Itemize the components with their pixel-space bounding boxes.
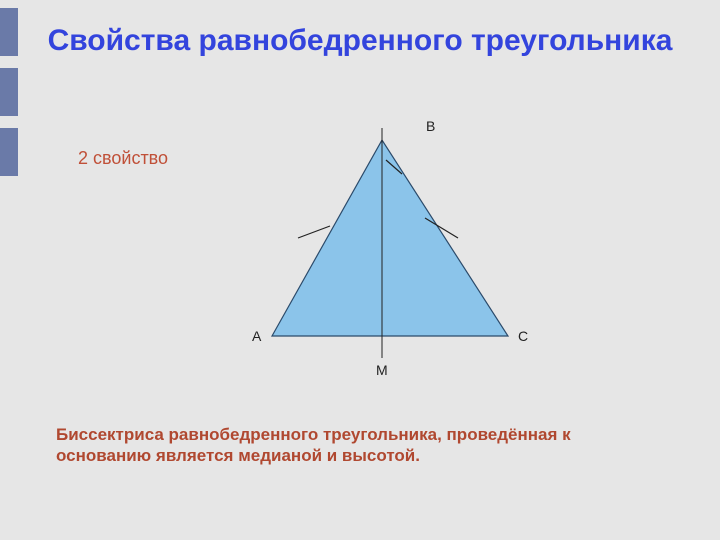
vertex-label-m: M: [376, 362, 388, 378]
triangle-diagram: A B C M: [230, 118, 550, 388]
vertex-label-a: A: [252, 328, 261, 344]
slide-body-text: Биссектриса равнобедренного треугольника…: [56, 424, 666, 467]
vertex-label-b: B: [426, 118, 435, 134]
triangle-svg: [230, 118, 550, 388]
slide: Свойства равнобедренного треугольника 2 …: [0, 0, 720, 540]
vertex-label-c: C: [518, 328, 528, 344]
side-tab-3: [0, 128, 18, 176]
slide-title: Свойства равнобедренного треугольника: [0, 24, 720, 59]
triangle-shape: [272, 140, 508, 336]
side-tab-2: [0, 68, 18, 116]
slide-subtitle: 2 свойство: [78, 148, 168, 169]
